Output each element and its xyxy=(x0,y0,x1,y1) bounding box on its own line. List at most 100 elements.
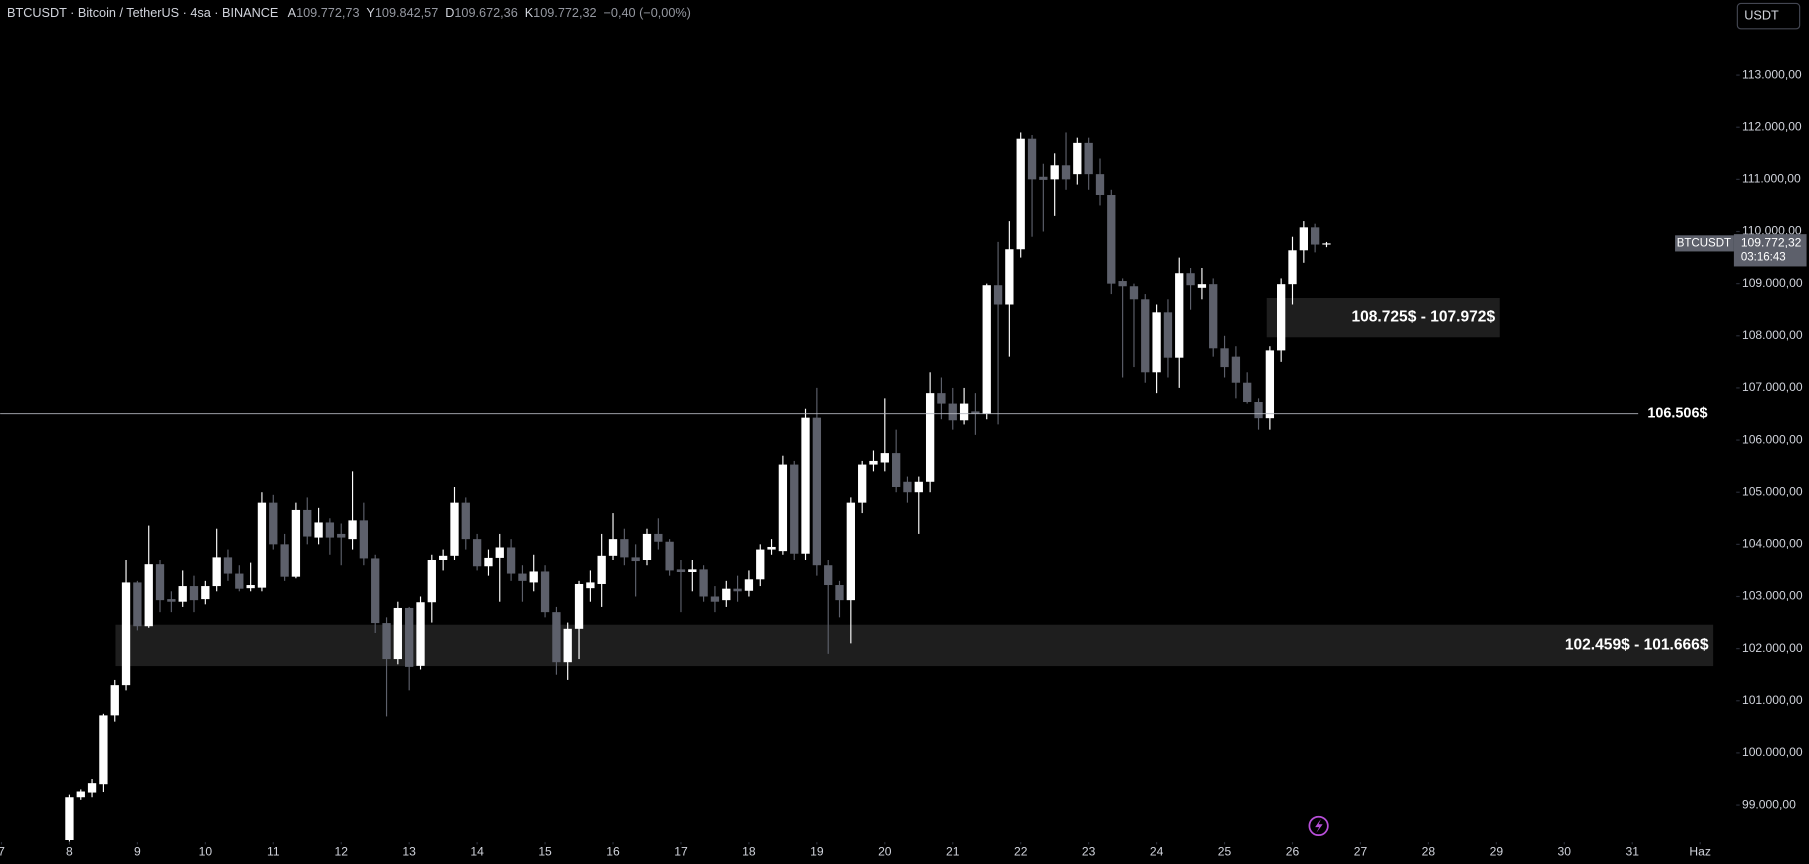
y-tick-label: 107.000,00 xyxy=(1742,380,1803,394)
zones xyxy=(115,297,1714,667)
candle-body xyxy=(1016,138,1025,250)
candle-body xyxy=(903,481,912,493)
candle-body xyxy=(1141,299,1150,373)
candle-body xyxy=(654,533,663,542)
candle-body xyxy=(1322,243,1331,245)
candle-body xyxy=(982,285,991,415)
y-tick-label: 111.000,00 xyxy=(1742,172,1801,186)
candle-body xyxy=(676,569,686,572)
candle-body xyxy=(1175,273,1184,358)
candle-body xyxy=(778,464,788,552)
currency-button[interactable] xyxy=(1736,2,1801,30)
candle-body xyxy=(846,502,855,601)
candle-body xyxy=(246,585,255,589)
y-tick-label: 106.000,00 xyxy=(1742,432,1803,446)
last-price-countdown: 03:16:43 xyxy=(1741,251,1786,263)
candle-body xyxy=(586,582,595,589)
x-tick-label: 30 xyxy=(1558,845,1572,859)
candle-body xyxy=(710,596,720,602)
candle-body xyxy=(892,453,901,488)
candle-body xyxy=(937,393,946,404)
last-price-box xyxy=(1733,234,1807,267)
candle-body xyxy=(858,464,867,503)
candle-body xyxy=(1310,227,1320,245)
candle-body xyxy=(427,559,436,603)
x-tick-label: 26 xyxy=(1286,845,1300,859)
x-tick-label: 7 xyxy=(0,845,5,859)
x-tick-label: 18 xyxy=(742,845,756,859)
x-tick-label: 25 xyxy=(1218,845,1232,859)
zone xyxy=(115,624,1714,667)
candle-body xyxy=(1163,312,1173,358)
ohlc: A109.772,73 Y109.842,57 D109.672,36 K109.77… xyxy=(288,6,691,20)
annotations: 108.725$ - 107.972$ 102.459$ - 101.666$ 10… xyxy=(0,309,1709,653)
lightning-icon[interactable] xyxy=(1308,815,1329,837)
candle-body xyxy=(597,555,606,584)
candle-body xyxy=(1005,249,1014,305)
candle-body xyxy=(1129,286,1139,300)
zone-label: 102.459$ - 101.666$ xyxy=(1565,636,1709,653)
y-tick-label: 103.000,00 xyxy=(1742,589,1803,603)
candle-body xyxy=(812,417,822,566)
candle-body xyxy=(189,586,199,601)
candle-body xyxy=(948,403,957,421)
x-tick-label: 17 xyxy=(674,845,688,859)
candle-body xyxy=(608,539,618,556)
candle-body xyxy=(235,573,244,589)
candle-body xyxy=(76,791,85,798)
y-tick-label: 104.000,00 xyxy=(1742,537,1803,551)
candle-body xyxy=(1288,250,1297,285)
y-tick-label: 109.000,00 xyxy=(1742,276,1803,290)
candle-body xyxy=(121,582,131,686)
candle-body xyxy=(1186,273,1195,286)
candle-body xyxy=(756,549,765,580)
candle-body xyxy=(1050,165,1059,180)
candle-body xyxy=(1209,284,1218,349)
candle-body xyxy=(461,502,470,540)
ohlc-key: Y xyxy=(366,6,375,20)
candle-body xyxy=(1243,382,1252,403)
candle-body xyxy=(1061,165,1071,180)
candle-body xyxy=(269,502,278,545)
candle-body xyxy=(472,539,482,567)
candle-body xyxy=(767,546,776,550)
candle-body xyxy=(65,797,74,840)
y-tick-label: 112.000,00 xyxy=(1742,119,1802,133)
candle-body xyxy=(495,547,504,558)
candle-body xyxy=(688,569,697,572)
candle-body xyxy=(699,569,708,597)
candle-body xyxy=(144,564,153,627)
candle-body xyxy=(722,588,731,601)
candle-body xyxy=(382,623,391,660)
candle-body xyxy=(835,585,844,601)
candle-body xyxy=(563,628,572,663)
candle-body xyxy=(1231,356,1241,383)
y-tick-label: 113.000,00 xyxy=(1742,67,1802,81)
candle-body xyxy=(620,539,629,558)
candle-body xyxy=(733,588,742,592)
x-tick-label: Haz xyxy=(1689,845,1711,859)
candle-body xyxy=(1299,227,1308,251)
ohlc-value: 109.772,32 xyxy=(533,6,596,20)
x-tick-label: 13 xyxy=(402,845,416,859)
candle-body xyxy=(959,403,969,421)
candle-body xyxy=(359,520,369,559)
zone-label: 108.725$ - 107.972$ xyxy=(1351,309,1495,326)
y-tick-label: 101.000,00 xyxy=(1742,693,1803,707)
last-price-label: 109.772,32 xyxy=(1741,236,1802,250)
currency-label[interactable]: USDT xyxy=(1744,8,1779,22)
candle-body xyxy=(914,481,923,493)
candle-body xyxy=(167,599,176,602)
x-tick-label: 11 xyxy=(267,845,280,859)
candle-body xyxy=(506,547,516,574)
candle-body xyxy=(824,565,833,586)
y-tick-label: 108.000,00 xyxy=(1742,328,1803,342)
x-tick-label: 10 xyxy=(199,845,213,859)
x-tick-label: 31 xyxy=(1625,845,1639,859)
candle-body xyxy=(280,544,289,577)
x-tick-label: 27 xyxy=(1354,845,1368,859)
candle-body xyxy=(371,558,380,624)
ohlc-value: 109.772,73 xyxy=(296,6,359,20)
ohlc-value: 109.842,57 xyxy=(375,6,438,20)
